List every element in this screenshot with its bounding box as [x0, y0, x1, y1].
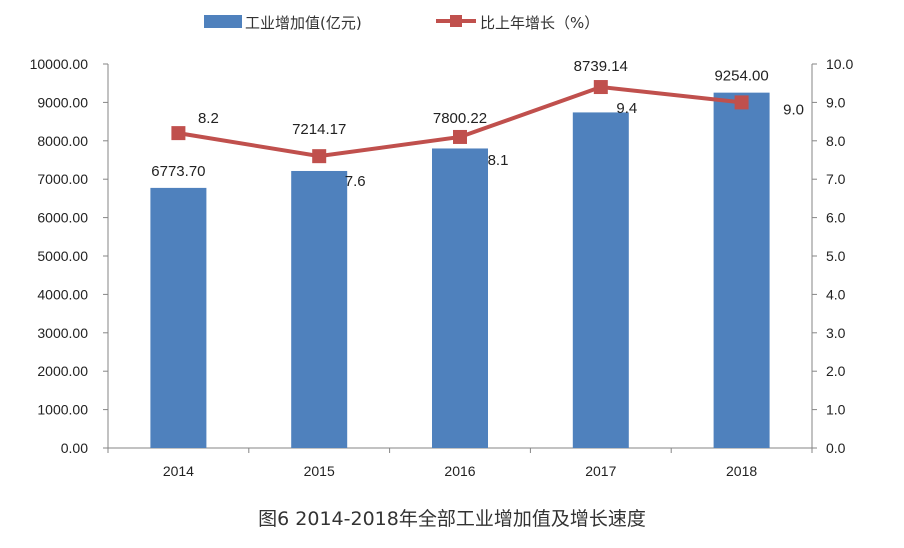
x-tick-label: 2018	[726, 463, 757, 479]
left-tick-label: 5000.00	[37, 248, 88, 264]
bar-value-label: 7214.17	[292, 121, 346, 138]
growth-value-label: 9.0	[783, 101, 804, 118]
right-tick-label: 4.0	[826, 286, 846, 302]
left-tick-label: 3000.00	[37, 325, 88, 341]
left-tick-label: 2000.00	[37, 363, 88, 379]
legend-line-label: 比上年增长（%）	[480, 14, 599, 32]
growth-value-label: 8.2	[198, 110, 219, 127]
legend: 工业增加值(亿元) 比上年增长（%）	[204, 14, 599, 32]
bar	[291, 170, 348, 448]
right-tick-label: 8.0	[826, 133, 846, 149]
right-tick-label: 3.0	[826, 325, 846, 341]
chart: 工业增加值(亿元) 比上年增长（%） 0.00 1000.00 2000.00 300…	[30, 14, 854, 479]
left-tick-label: 10000.00	[30, 56, 89, 72]
growth-marker	[593, 80, 608, 95]
right-tick-label: 5.0	[826, 248, 846, 264]
x-tick-label: 2014	[163, 463, 194, 479]
bar	[572, 112, 629, 448]
left-tick-label: 6000.00	[37, 210, 88, 226]
right-tick-label: 1.0	[826, 402, 846, 418]
left-tick-label: 0.00	[61, 440, 88, 456]
bar	[150, 187, 207, 448]
left-tick-label: 9000.00	[37, 94, 88, 110]
legend-line-marker	[450, 15, 462, 27]
right-tick-label: 9.0	[826, 94, 846, 110]
growth-marker	[453, 129, 467, 144]
right-tick-label: 6.0	[826, 210, 846, 226]
left-tick-label: 7000.00	[37, 171, 88, 187]
right-tick-label: 0.0	[826, 440, 846, 456]
growth-value-label: 7.6	[345, 173, 366, 190]
x-tick-label: 2017	[585, 463, 616, 479]
x-tick-label: 2016	[444, 463, 475, 479]
growth-value-label: 8.1	[488, 152, 509, 169]
bar-value-label: 6773.70	[151, 163, 205, 180]
bar	[713, 92, 770, 449]
bar-value-label: 7800.22	[433, 110, 487, 127]
bar	[432, 148, 488, 448]
legend-bar-label: 工业增加值(亿元)	[245, 14, 362, 32]
legend-bar-swatch	[204, 15, 242, 28]
left-tick-label: 4000.00	[37, 286, 88, 302]
x-tick-label: 2015	[304, 463, 335, 479]
left-tick-label: 8000.00	[37, 133, 88, 149]
right-tick-label: 10.0	[826, 56, 853, 72]
growth-marker	[312, 149, 327, 164]
growth-marker	[734, 95, 749, 110]
left-tick-label: 1000.00	[37, 402, 88, 418]
bar-value-label: 8739.14	[574, 58, 628, 75]
right-tick-label: 7.0	[826, 171, 846, 187]
chart-caption: 图6 2014-2018年全部工业增加值及增长速度	[258, 508, 646, 530]
growth-value-label: 9.4	[616, 100, 637, 117]
bar-value-label: 9254.00	[714, 68, 768, 85]
growth-marker	[171, 126, 186, 141]
right-tick-label: 2.0	[826, 363, 846, 379]
